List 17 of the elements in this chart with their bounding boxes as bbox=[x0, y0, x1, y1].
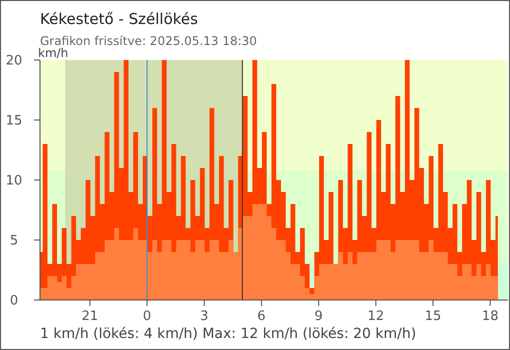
x-tick-label: 12 bbox=[368, 309, 384, 324]
y-tick-label: 5 bbox=[10, 234, 18, 249]
y-tick-label: 0 bbox=[10, 294, 18, 309]
y-tick-label: 10 bbox=[6, 174, 22, 189]
x-tick-label: 6 bbox=[257, 309, 266, 324]
x-tick-label: 21 bbox=[82, 309, 98, 324]
x-tick-label: 0 bbox=[142, 309, 152, 324]
chart-title: Kékestető - Széllökés bbox=[40, 10, 198, 28]
y-axis-title: km/h bbox=[38, 46, 68, 60]
y-tick-label: 15 bbox=[6, 114, 22, 129]
x-tick-label: 15 bbox=[424, 309, 442, 324]
x-tick-label: 3 bbox=[200, 309, 208, 324]
x-tick-label: 18 bbox=[482, 309, 498, 324]
y-tick-label: 20 bbox=[6, 54, 22, 69]
chart-subtitle: Grafikon frissítve: 2025.05.13 18:30 bbox=[40, 34, 257, 48]
x-tick-label: 9 bbox=[314, 309, 323, 324]
text: 1 km/h (lökés: 4 km/h) Max: 12 km/h (lökés: 20 km/h) bbox=[40, 326, 416, 342]
